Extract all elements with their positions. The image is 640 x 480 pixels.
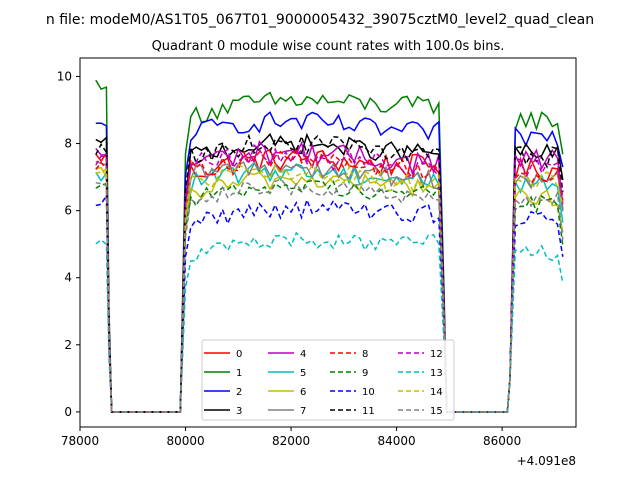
chart-title: Quadrant 0 module wise count rates with … <box>152 39 505 54</box>
legend-label: 7 <box>300 406 306 417</box>
legend-label: 12 <box>430 349 443 360</box>
x-offset-label: +4.091e8 <box>517 454 576 468</box>
y-tick-label: 8 <box>64 137 72 151</box>
x-tick-label: 86000 <box>483 434 521 448</box>
legend-label: 11 <box>362 406 375 417</box>
axes-frame <box>79 57 577 428</box>
x-axis: 78000 80000 82000 84000 86000 <box>61 427 521 448</box>
legend-label: 5 <box>300 368 306 379</box>
y-tick-label: 10 <box>57 69 72 83</box>
legend-label: 1 <box>236 368 242 379</box>
legend-label: 8 <box>362 349 368 360</box>
x-tick-label: 78000 <box>61 434 99 448</box>
legend-label: 13 <box>430 368 443 379</box>
legend-label: 3 <box>236 406 242 417</box>
series-layer <box>95 79 564 413</box>
legend-frame <box>201 339 455 421</box>
legend-label: 15 <box>430 406 443 417</box>
series-line-15 <box>95 178 564 413</box>
legend-label: 0 <box>236 349 242 360</box>
y-axis: 0 2 4 6 8 10 <box>57 69 80 419</box>
y-tick-label: 6 <box>64 204 72 218</box>
y-tick-label: 4 <box>64 271 72 285</box>
figure-suptitle: n file: modeM0/AS1T05_067T01_9000005432_… <box>46 12 594 28</box>
legend-label: 10 <box>362 387 375 398</box>
legend-label: 9 <box>362 368 368 379</box>
x-tick-label: 82000 <box>272 434 310 448</box>
y-tick-label: 0 <box>64 405 72 419</box>
legend-label: 4 <box>300 349 306 360</box>
legend-label: 6 <box>300 387 306 398</box>
legend-label: 2 <box>236 387 242 398</box>
legend-label: 14 <box>430 387 443 398</box>
x-tick-label: 84000 <box>378 434 416 448</box>
y-tick-label: 2 <box>64 338 72 352</box>
x-tick-label: 80000 <box>166 434 204 448</box>
